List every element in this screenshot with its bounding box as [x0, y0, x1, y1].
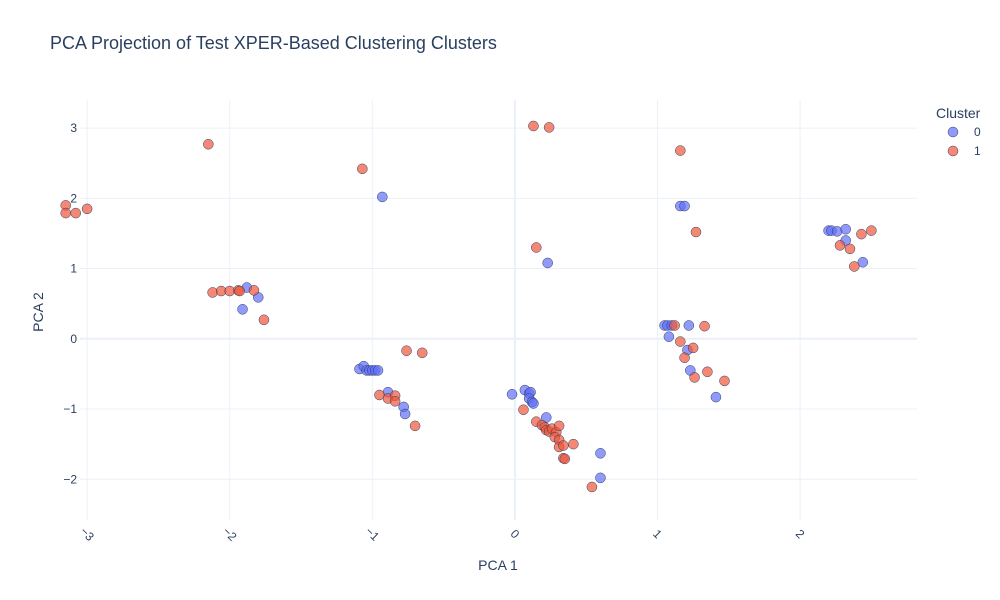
data-point[interactable]	[258, 314, 270, 326]
data-point[interactable]	[669, 320, 680, 331]
y-tick-label: 1	[70, 262, 77, 276]
x-axis-title: PCA 1	[478, 557, 518, 573]
data-point[interactable]	[506, 389, 518, 400]
data-point[interactable]	[675, 145, 686, 156]
data-point[interactable]	[840, 223, 851, 235]
data-point[interactable]	[586, 481, 598, 493]
y-tick-label: 0	[70, 332, 77, 346]
data-point[interactable]	[710, 391, 722, 403]
legend[interactable]: Cluster 01	[936, 105, 981, 158]
data-point[interactable]	[248, 285, 260, 296]
data-point[interactable]	[401, 345, 412, 356]
data-point[interactable]	[543, 122, 555, 133]
x-tick-label: 1	[650, 527, 665, 542]
data-point[interactable]	[595, 472, 606, 484]
data-point[interactable]	[834, 240, 846, 251]
x-tick-label: −1	[363, 524, 383, 544]
data-point[interactable]	[690, 226, 702, 238]
data-point[interactable]	[409, 420, 421, 432]
data-points[interactable]	[60, 120, 877, 493]
data-point[interactable]	[683, 320, 695, 331]
y-tick-label: −1	[63, 402, 77, 416]
data-point[interactable]	[372, 365, 384, 376]
data-point[interactable]	[416, 347, 428, 359]
tick-labels: −3 −2 −1 0 1 2 −2 −1 0 1 2 3	[63, 121, 807, 544]
data-point[interactable]	[237, 304, 248, 315]
legend-title: Cluster	[936, 105, 981, 121]
data-point[interactable]	[675, 336, 686, 347]
data-point[interactable]	[558, 440, 569, 451]
data-point[interactable]	[663, 331, 675, 342]
data-point[interactable]	[357, 163, 368, 175]
data-point[interactable]	[234, 285, 245, 297]
data-point[interactable]	[719, 375, 730, 387]
data-point[interactable]	[389, 396, 401, 407]
y-tick-label: 3	[70, 121, 77, 135]
y-tick-label: 2	[70, 191, 77, 205]
data-point[interactable]	[528, 120, 539, 132]
data-point[interactable]	[856, 228, 867, 240]
legend-marker	[947, 126, 959, 138]
y-tick-label: −2	[63, 472, 77, 486]
y-axis-title: PCA 2	[30, 292, 46, 332]
data-point[interactable]	[531, 242, 542, 253]
data-point[interactable]	[849, 261, 860, 272]
data-point[interactable]	[203, 138, 214, 150]
data-point[interactable]	[528, 398, 539, 409]
data-point[interactable]	[866, 225, 877, 236]
x-tick-label: 2	[793, 527, 808, 542]
data-point[interactable]	[844, 243, 856, 255]
data-point[interactable]	[679, 200, 690, 212]
data-point[interactable]	[553, 420, 565, 432]
data-point[interactable]	[542, 257, 553, 269]
grid-layer	[80, 100, 917, 520]
data-point[interactable]	[399, 408, 411, 420]
data-point[interactable]	[679, 352, 690, 364]
data-point[interactable]	[60, 207, 71, 219]
data-point[interactable]	[689, 372, 700, 383]
legend-items[interactable]: 01	[947, 125, 981, 158]
data-point[interactable]	[857, 256, 869, 268]
data-point[interactable]	[70, 207, 81, 219]
data-point[interactable]	[687, 342, 699, 354]
legend-label: 1	[974, 144, 981, 158]
legend-item-cluster-0[interactable]: 0	[947, 125, 981, 139]
data-point[interactable]	[595, 448, 606, 459]
data-point[interactable]	[702, 366, 713, 378]
data-point[interactable]	[518, 404, 529, 415]
legend-marker	[947, 145, 959, 157]
data-point[interactable]	[699, 320, 710, 332]
series-cluster-1[interactable]	[60, 120, 877, 493]
data-point[interactable]	[377, 191, 388, 203]
data-point[interactable]	[559, 453, 571, 465]
x-tick-label: −2	[220, 524, 240, 544]
x-tick-label: 0	[508, 527, 523, 542]
data-point[interactable]	[81, 203, 93, 215]
chart-title: PCA Projection of Test XPER-Based Cluste…	[50, 33, 497, 53]
legend-label: 0	[974, 125, 981, 139]
legend-item-cluster-1[interactable]: 1	[947, 144, 981, 158]
data-point[interactable]	[568, 438, 579, 450]
x-tick-label: −3	[77, 524, 97, 544]
